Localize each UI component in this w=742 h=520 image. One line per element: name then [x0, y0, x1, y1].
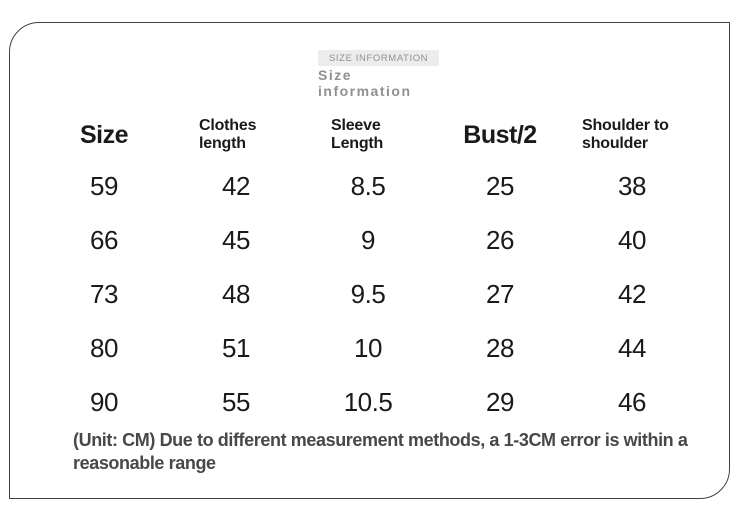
table-cell: 55 [222, 386, 250, 417]
size-table: Size Clothes length Sleeve Length Bust/2 Sho… [38, 111, 698, 429]
unit-note: (Unit: CM) Due to different measurement … [73, 430, 688, 473]
table-cell: 48 [222, 278, 250, 309]
table-row: 80 51 10 28 44 [38, 321, 698, 375]
table-cell: 73 [90, 278, 118, 309]
column-header: Sleeve Length [302, 111, 434, 159]
column-header-label: Size [79, 121, 129, 149]
table-cell: 10 [354, 332, 382, 363]
table-cell: 10.5 [343, 386, 393, 417]
table-cell: 51 [222, 332, 250, 363]
column-header-label: Bust/2 [463, 121, 537, 149]
table-row: 73 48 9.5 27 42 [38, 267, 698, 321]
table-cell: 40 [618, 224, 646, 255]
column-header: Clothes length [170, 111, 302, 159]
table-cell: 28 [486, 332, 514, 363]
table-cell: 38 [618, 170, 646, 201]
table-cell: 9.5 [350, 278, 386, 309]
table-cell: 66 [90, 224, 118, 255]
table-cell: 9 [361, 224, 375, 255]
column-header-label: Clothes length [199, 117, 257, 152]
table-cell: 8.5 [350, 170, 386, 201]
table-cell: 42 [222, 170, 250, 201]
column-header-label: Shoulder to shoulder [582, 117, 669, 152]
table-cell: 25 [486, 170, 514, 201]
table-cell: 29 [486, 386, 514, 417]
table-cell: 45 [222, 224, 250, 255]
column-header: Shoulder to shoulder [566, 111, 698, 159]
section-heading: Size information [318, 67, 412, 99]
eyebrow-label: SIZE INFORMATION [318, 50, 440, 66]
table-row: 66 45 9 26 40 [38, 213, 698, 267]
table-cell: 90 [90, 386, 118, 417]
table-cell: 59 [90, 170, 118, 201]
table-cell: 42 [618, 278, 646, 309]
table-cell: 80 [90, 332, 118, 363]
table-header-row: Size Clothes length Sleeve Length Bust/2 Sho… [38, 111, 698, 159]
column-header-label: Sleeve Length [331, 117, 384, 152]
table-cell: 44 [618, 332, 646, 363]
table-body: 59 42 8.5 25 38 66 45 9 26 40 73 48 9.5 27 42 80 51 10 28 4… [38, 159, 698, 429]
column-header: Bust/2 [434, 111, 566, 159]
table-row: 90 55 10.5 29 46 [38, 375, 698, 429]
title-block: SIZE INFORMATION Size information [318, 48, 440, 99]
column-header: Size [38, 111, 170, 159]
table-row: 59 42 8.5 25 38 [38, 159, 698, 213]
table-cell: 27 [486, 278, 514, 309]
table-cell: 26 [486, 224, 514, 255]
table-cell: 46 [618, 386, 646, 417]
